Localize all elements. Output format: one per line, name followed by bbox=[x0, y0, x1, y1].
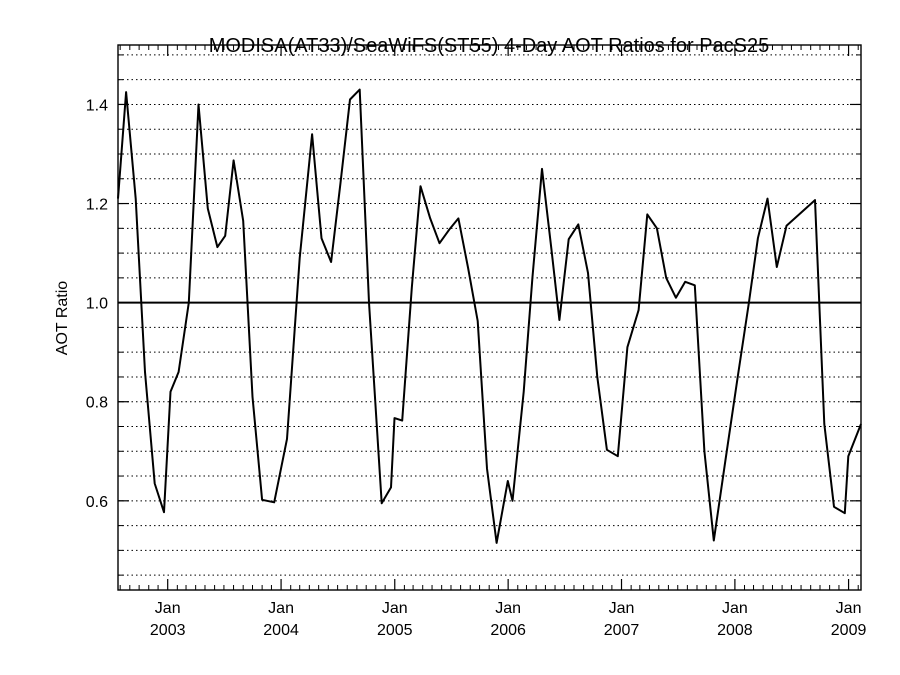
gridlines bbox=[118, 54, 861, 576]
x-tick-label-year: 2007 bbox=[604, 622, 640, 639]
x-tick-label-month: Jan bbox=[268, 600, 294, 617]
x-tick-label-year: 2003 bbox=[150, 622, 186, 639]
axis-ticks: 0.6 0.8 1.0 1.2 1.4 Jan 2003 Jan 2004 Jan 2005 Jan 2… bbox=[86, 45, 867, 639]
series-line bbox=[117, 88, 862, 544]
y-tick-label: 1.0 bbox=[86, 296, 108, 313]
y-tick-label: 1.4 bbox=[86, 97, 108, 114]
y-tick-label: 0.6 bbox=[86, 494, 108, 511]
x-tick-label-month: Jan bbox=[155, 600, 181, 617]
x-tick-label-month: Jan bbox=[836, 600, 862, 617]
x-tick-label-year: 2006 bbox=[490, 622, 526, 639]
y-tick-label: 0.8 bbox=[86, 395, 108, 412]
x-tick-label-year: 2009 bbox=[831, 622, 867, 639]
x-tick-label-month: Jan bbox=[382, 600, 408, 617]
x-tick-label-month: Jan bbox=[609, 600, 635, 617]
x-tick-label-month: Jan bbox=[495, 600, 521, 617]
x-tick-label-year: 2004 bbox=[263, 622, 299, 639]
plot-frame bbox=[117, 44, 862, 591]
x-tick-label-month: Jan bbox=[722, 600, 748, 617]
x-tick-label-year: 2008 bbox=[717, 622, 753, 639]
y-axis-label: AOT Ratio bbox=[54, 281, 71, 356]
y-tick-label: 1.2 bbox=[86, 197, 108, 214]
series-layer bbox=[117, 88, 862, 544]
x-tick-label-year: 2005 bbox=[377, 622, 413, 639]
